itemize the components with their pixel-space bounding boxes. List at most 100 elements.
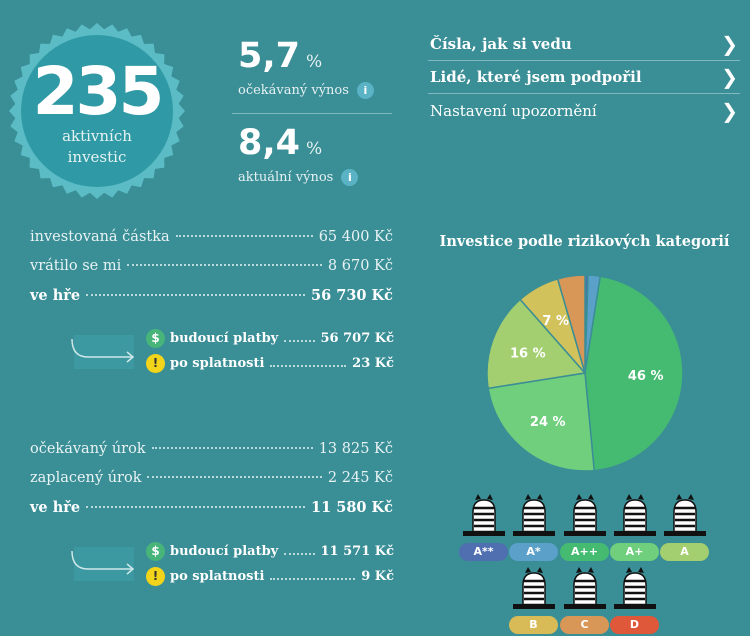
- principal-breakdown: $ budoucí platby 56 707 Kč ! po splatnost…: [68, 327, 394, 374]
- expected-yield-unit: %: [306, 52, 323, 72]
- ledger-row-expected-interest: očekávaný úrok 13 825 Kč: [30, 441, 393, 470]
- chevron-right-icon: ❯: [721, 98, 738, 123]
- ledger-row-interest-in-play: ve hře 11 580 Kč: [30, 499, 393, 528]
- pie-slice-App: [584, 275, 684, 472]
- warning-icon: !: [146, 353, 165, 373]
- breakdown-label: po splatnosti: [170, 355, 265, 371]
- menu-item-notification-settings[interactable]: Nastavení upozornění ❯: [428, 94, 740, 127]
- ledger-value: 13 825 Kč: [318, 441, 393, 457]
- zebra-avatar-icon: [560, 494, 610, 540]
- pie-slice-A: [486, 298, 587, 390]
- dot-leader: [270, 578, 356, 580]
- pie-slice-Ap: [487, 372, 596, 472]
- dot-leader: [284, 553, 315, 555]
- branch-arrow-icon: [71, 547, 135, 581]
- active-investments-badge: 235 aktivních investic: [9, 23, 185, 199]
- zebra-avatar-icon: [509, 567, 559, 613]
- ledger-label: zaplacený úrok: [30, 470, 142, 486]
- ledger-row-invested: investovaná částka 65 400 Kč: [30, 229, 393, 258]
- pie-slice-C: [556, 274, 586, 374]
- dot-leader: [270, 365, 347, 367]
- ledger-label: vrátilo se mi: [30, 258, 122, 274]
- ledger-label: ve hře: [30, 499, 81, 516]
- rating-badge: A: [660, 543, 709, 561]
- zebra-avatar-icon: [560, 567, 610, 613]
- info-icon[interactable]: i: [341, 169, 359, 186]
- ledger-value: 65 400 Kč: [318, 229, 393, 245]
- zebra-avatar-icon: [610, 494, 660, 540]
- chevron-right-icon: ❯: [721, 32, 738, 56]
- rating-badge: D: [610, 616, 659, 634]
- dot-leader: [86, 506, 306, 508]
- dot-leader: [284, 340, 315, 342]
- branch-arrow-icon: [71, 335, 135, 369]
- breakdown-label: po splatnosti: [170, 568, 265, 584]
- dot-leader: [151, 447, 313, 449]
- interest-breakdown: $ budoucí platby 11 571 Kč ! po splatnost…: [68, 540, 394, 587]
- breakdown-value: 9 Kč: [361, 568, 394, 584]
- ledger-row-in-play: ve hře 56 730 Kč: [30, 287, 393, 316]
- badge-shape: [9, 23, 185, 199]
- rating-badge: A+: [610, 543, 659, 561]
- ledger-label: očekávaný úrok: [30, 441, 146, 457]
- rating-badge: A**: [459, 543, 508, 561]
- breakdown-value: 23 Kč: [352, 355, 394, 371]
- current-yield-caption: aktuální výnos: [238, 170, 334, 185]
- pie-data-label: 46 %: [628, 369, 664, 384]
- expected-yield-value: 5,7: [238, 36, 301, 76]
- chart-title: Investice podle rizikových kategorií: [439, 233, 730, 250]
- dot-leader: [147, 476, 322, 478]
- active-investments-label: aktivních investic: [9, 126, 185, 168]
- principal-ledger: investovaná částka 65 400 Kč vrátilo se m…: [30, 229, 393, 316]
- zebra-avatar-icon: [610, 567, 660, 613]
- menu-item-label: Čísla, jak si vedu: [430, 35, 572, 53]
- breakdown-value: 11 571 Kč: [320, 543, 395, 559]
- breakdown-label: budoucí platby: [170, 543, 279, 559]
- rating-badge: B: [509, 616, 558, 634]
- label-line-2: investic: [67, 148, 127, 166]
- ledger-value: 8 670 Kč: [327, 258, 393, 274]
- future-payments-row: $ budoucí platby 56 707 Kč: [146, 327, 394, 349]
- dot-leader: [175, 235, 313, 237]
- menu-item-label: Nastavení upozornění: [430, 101, 597, 120]
- zebra-avatar-icon: [509, 494, 559, 540]
- rating-badge: C: [560, 616, 609, 634]
- active-investments-count: 235: [32, 53, 165, 130]
- ledger-row-paid-interest: zaplacený úrok 2 245 Kč: [30, 470, 393, 499]
- ledger-row-returned: vrátilo se mi 8 670 Kč: [30, 258, 393, 287]
- rating-badge: A*: [509, 543, 558, 561]
- pie-data-label: 16 %: [510, 346, 546, 361]
- breakdown-value: 56 707 Kč: [320, 330, 395, 346]
- ledger-value: 2 245 Kč: [327, 470, 393, 486]
- current-yield-unit: %: [306, 139, 323, 159]
- menu-item-my-numbers[interactable]: Čísla, jak si vedu ❯: [428, 28, 740, 61]
- rating-badge: A++: [560, 543, 609, 561]
- dot-leader: [127, 264, 322, 266]
- side-menu: Čísla, jak si vedu ❯ Lidé, které jsem po…: [428, 28, 740, 127]
- label-line-1: aktivních: [62, 127, 132, 145]
- chevron-right-icon: ❯: [721, 65, 738, 89]
- dollar-icon: $: [146, 541, 165, 561]
- yield-divider: [232, 113, 392, 114]
- zebra-avatar-icon: [660, 494, 710, 540]
- menu-item-supported-people[interactable]: Lidé, které jsem podpořil ❯: [428, 61, 740, 94]
- expected-yield: 5,7% očekávaný výnos i: [238, 37, 408, 99]
- warning-icon: !: [146, 566, 165, 586]
- pie-data-label: 7 %: [542, 314, 569, 329]
- zebra-avatar-icon: [459, 494, 509, 540]
- pie-data-label: 24 %: [530, 415, 566, 430]
- current-yield-value: 8,4: [238, 123, 301, 163]
- info-icon[interactable]: i: [356, 82, 374, 99]
- risk-category-pie-chart: 46 % 24 % 16 % 7 %: [486, 274, 684, 472]
- ledger-label: ve hře: [30, 287, 81, 304]
- interest-ledger: očekávaný úrok 13 825 Kč zaplacený úrok 2 …: [30, 441, 393, 528]
- ledger-value: 56 730 Kč: [311, 287, 393, 304]
- future-payments-row: $ budoucí platby 11 571 Kč: [146, 540, 394, 562]
- breakdown-label: budoucí platby: [170, 330, 279, 346]
- dot-leader: [86, 294, 306, 296]
- menu-item-label: Lidé, které jsem podpořil: [430, 68, 642, 86]
- current-yield: 8,4% aktuální výnos i: [238, 124, 408, 186]
- overdue-row: ! po splatnosti 9 Kč: [146, 565, 394, 587]
- ledger-label: investovaná částka: [30, 229, 170, 245]
- ledger-value: 11 580 Kč: [311, 499, 393, 516]
